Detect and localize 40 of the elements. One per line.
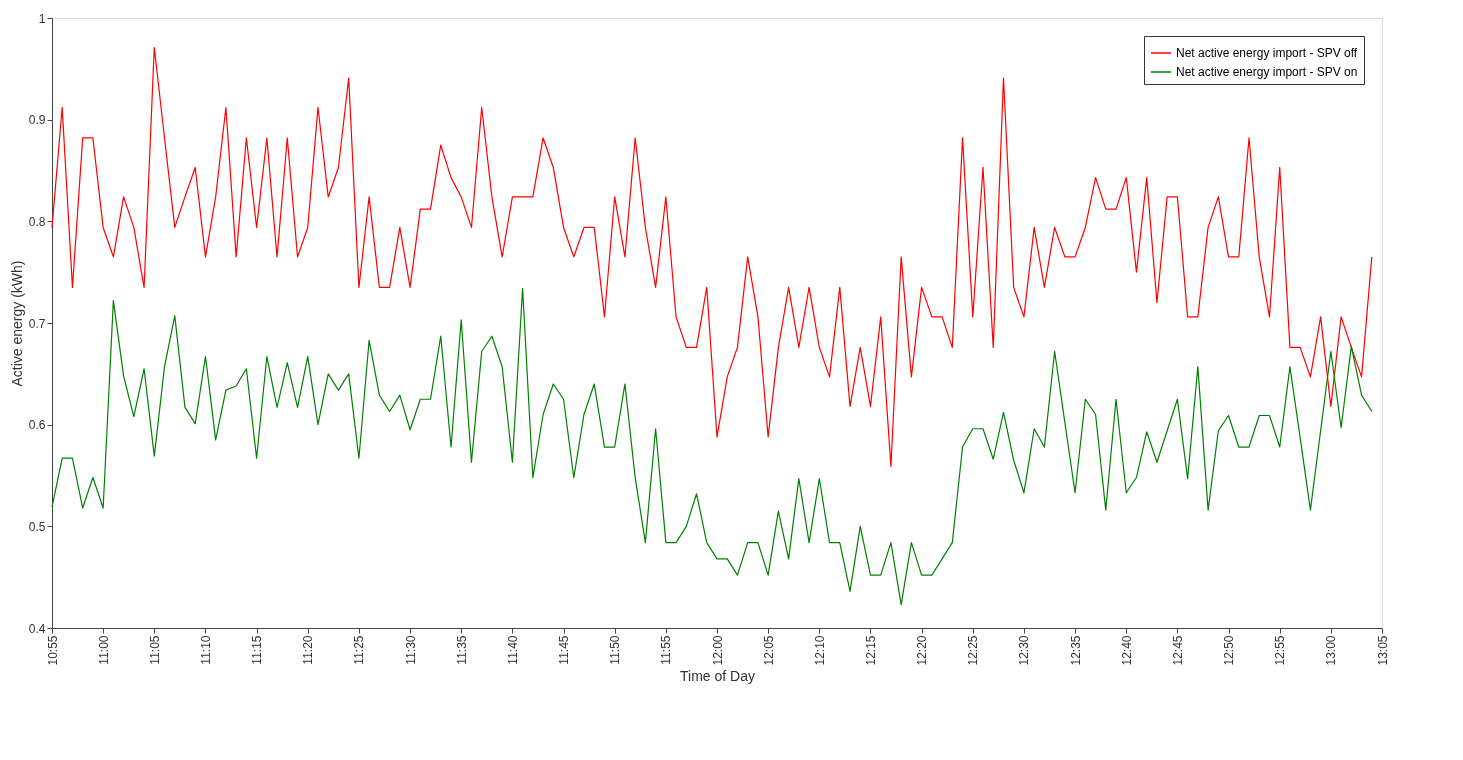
y-tick-label: 0.5	[28, 519, 46, 534]
y-axis-title: Active energy (kWh)	[8, 260, 25, 387]
y-tick-label: 0.7	[28, 316, 46, 331]
x-tick-label: 12:00	[710, 635, 725, 666]
x-tick-label: 12:35	[1068, 635, 1083, 666]
x-tick-label: 11:30	[403, 635, 418, 665]
x-tick-label: 11:40	[505, 635, 520, 665]
y-tick-label: 1	[38, 11, 46, 26]
x-tick-label: 12:30	[1017, 635, 1032, 666]
x-tick-label: 11:25	[352, 635, 367, 665]
x-tick-label: 12:40	[1119, 635, 1134, 666]
x-tick-label: 11:00	[96, 635, 111, 665]
x-tick-label: 11:35	[454, 635, 469, 665]
x-tick-label: 12:05	[761, 635, 776, 666]
x-tick-label: 12:25	[966, 635, 981, 666]
x-tick-label: 11:15	[250, 635, 265, 665]
x-tick-label: 13:05	[1375, 635, 1390, 666]
y-tick-label: 0.6	[28, 418, 46, 433]
x-tick-label: 12:20	[915, 635, 930, 666]
legend-label: Net active energy import - SPV off	[1176, 46, 1358, 60]
x-axis-title: Time of Day	[680, 667, 755, 684]
x-tick-label: 12:10	[812, 635, 827, 666]
line-series	[51, 46, 1373, 467]
x-tick-label: 11:50	[608, 635, 623, 665]
y-tick-label: 0.9	[28, 113, 46, 128]
y-tick-label: 0.4	[28, 621, 46, 636]
x-tick-label: 12:45	[1170, 635, 1185, 666]
x-tick-label: 12:55	[1273, 635, 1288, 666]
x-tick-label: 11:45	[557, 635, 572, 665]
x-tick-label: 13:00	[1324, 635, 1339, 666]
x-tick-label: 12:50	[1222, 635, 1237, 666]
legend-label: Net active energy import - SPV on	[1176, 65, 1358, 79]
x-tick-label: 10:55	[45, 635, 60, 666]
x-tick-label: 11:10	[198, 635, 213, 665]
x-tick-label: 11:55	[659, 635, 674, 665]
line-series	[51, 287, 1373, 606]
y-tick-label: 0.8	[28, 214, 46, 229]
x-tick-label: 11:20	[301, 635, 316, 665]
x-tick-label: 11:05	[147, 635, 162, 665]
x-tick-label: 12:15	[863, 635, 878, 666]
